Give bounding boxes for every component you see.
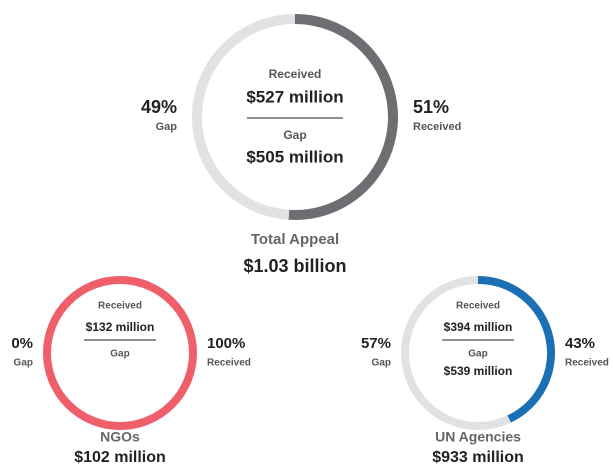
percent-label: 100% xyxy=(207,335,245,352)
category-label: Received xyxy=(413,121,461,133)
category-label: Gap xyxy=(14,358,33,369)
donut-segment xyxy=(288,14,398,220)
chart-total: $933 million xyxy=(432,449,524,466)
percent-label: 57% xyxy=(361,335,391,352)
center-label: Received xyxy=(456,301,500,312)
center-label: Gap xyxy=(110,349,129,360)
center-label: Received xyxy=(269,67,322,81)
donut-segment xyxy=(477,276,555,423)
donut-segment xyxy=(43,276,197,431)
center-label: Gap xyxy=(468,349,487,360)
percent-label: 51% xyxy=(413,97,449,117)
center-label: Received xyxy=(98,301,142,312)
center-amount: $539 million xyxy=(444,364,513,378)
category-label: Gap xyxy=(372,358,391,369)
percent-label: 49% xyxy=(141,97,177,117)
chart-title: NGOs xyxy=(100,429,140,445)
category-label: Received xyxy=(565,358,609,369)
donut-segment xyxy=(192,14,296,220)
chart-title: Total Appeal xyxy=(251,231,339,248)
category-label: Received xyxy=(207,358,251,369)
category-label: Gap xyxy=(156,121,178,133)
center-amount: $527 million xyxy=(246,87,343,106)
center-amount: $394 million xyxy=(444,320,513,334)
center-amount: $505 million xyxy=(246,147,343,166)
percent-label: 43% xyxy=(565,335,595,352)
chart-total: $102 million xyxy=(74,449,166,466)
chart-total: $1.03 billion xyxy=(243,256,346,276)
center-amount: $132 million xyxy=(86,320,155,334)
donut-segment xyxy=(401,276,511,430)
percent-label: 0% xyxy=(11,335,33,352)
chart-title: UN Agencies xyxy=(435,429,521,445)
center-label: Gap xyxy=(283,128,306,142)
